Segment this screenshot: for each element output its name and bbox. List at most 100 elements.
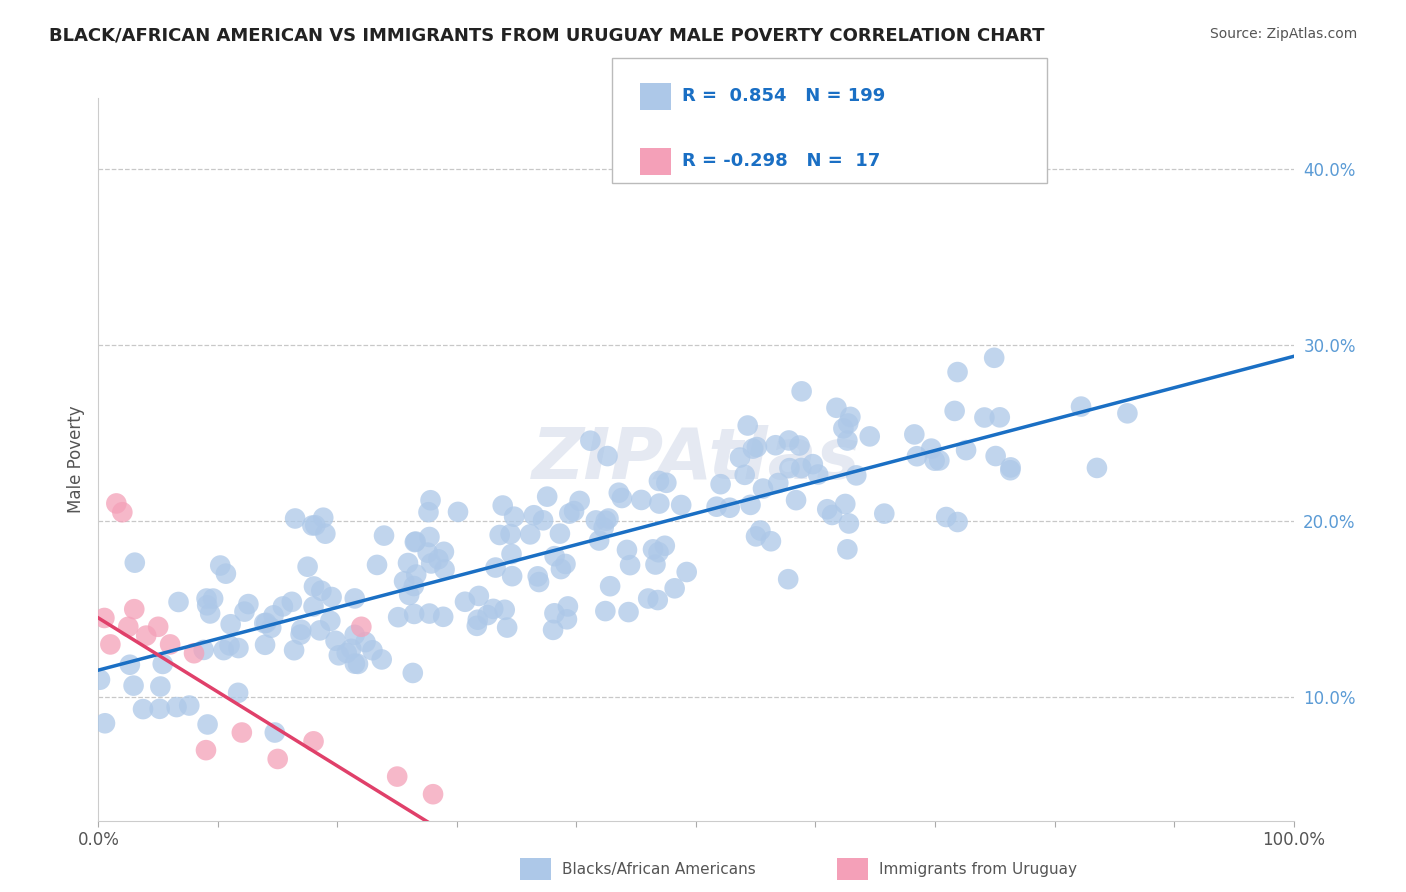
Point	[555, 612, 578, 626]
Point	[392, 574, 415, 589]
Point	[610, 491, 633, 505]
Point	[263, 608, 285, 623]
Point	[983, 351, 1005, 365]
Point	[647, 545, 669, 559]
Point	[648, 497, 671, 511]
Point	[202, 591, 225, 606]
Point	[492, 499, 515, 513]
Text: R =  0.854   N = 199: R = 0.854 N = 199	[682, 87, 886, 105]
Point	[943, 404, 966, 418]
Point	[568, 494, 591, 508]
Point	[325, 633, 347, 648]
Point	[585, 513, 607, 527]
Point	[132, 702, 155, 716]
Point	[416, 546, 439, 560]
Point	[321, 590, 343, 604]
Point	[946, 365, 969, 379]
Point	[928, 453, 950, 467]
Point	[526, 569, 548, 583]
Point	[801, 457, 824, 471]
Point	[734, 467, 756, 482]
Point	[263, 725, 285, 739]
Point	[281, 595, 304, 609]
Point	[405, 567, 427, 582]
Point	[789, 438, 811, 452]
Point	[973, 410, 995, 425]
Point	[477, 608, 499, 623]
Point	[233, 605, 256, 619]
Point	[419, 493, 441, 508]
Point	[467, 613, 489, 627]
Point	[420, 557, 443, 571]
Point	[554, 557, 576, 571]
Point	[536, 490, 558, 504]
Point	[599, 579, 621, 593]
Point	[988, 410, 1011, 425]
Point	[271, 599, 294, 614]
Point	[641, 542, 664, 557]
Point	[550, 562, 572, 576]
Text: Immigrants from Uruguay: Immigrants from Uruguay	[879, 863, 1077, 877]
Point	[179, 698, 201, 713]
Point	[838, 516, 860, 531]
Point	[209, 558, 232, 573]
Point	[955, 443, 977, 458]
Point	[630, 492, 652, 507]
Point	[105, 496, 128, 510]
Point	[343, 657, 366, 671]
Point	[117, 620, 139, 634]
Point	[343, 628, 366, 642]
Point	[558, 507, 581, 521]
Point	[301, 518, 323, 533]
Point	[562, 504, 585, 518]
Point	[93, 611, 115, 625]
Point	[745, 529, 768, 543]
Point	[579, 434, 602, 448]
Point	[647, 593, 669, 607]
Point	[465, 619, 488, 633]
Point	[595, 514, 617, 528]
Y-axis label: Male Poverty: Male Poverty	[66, 406, 84, 513]
Point	[710, 477, 733, 491]
Point	[778, 572, 800, 586]
Point	[543, 607, 565, 621]
Point	[543, 549, 565, 563]
Point	[548, 526, 571, 541]
Point	[592, 520, 614, 534]
Text: BLACK/AFRICAN AMERICAN VS IMMIGRANTS FROM URUGUAY MALE POVERTY CORRELATION CHART: BLACK/AFRICAN AMERICAN VS IMMIGRANTS FRO…	[49, 27, 1045, 45]
Point	[253, 616, 276, 631]
Point	[319, 614, 342, 628]
Point	[501, 547, 523, 561]
Point	[302, 579, 325, 593]
Point	[815, 502, 838, 516]
Point	[905, 449, 928, 463]
Point	[343, 591, 366, 606]
Point	[523, 508, 546, 523]
Point	[588, 533, 610, 548]
Point	[215, 566, 238, 581]
Point	[347, 657, 370, 671]
Point	[267, 752, 290, 766]
Point	[238, 597, 260, 611]
Point	[759, 534, 782, 549]
Point	[873, 507, 896, 521]
Point	[312, 510, 335, 524]
Point	[302, 599, 325, 614]
Point	[1116, 406, 1139, 420]
Point	[531, 513, 554, 527]
Point	[607, 485, 630, 500]
Point	[644, 558, 666, 572]
Point	[785, 493, 807, 508]
Point	[749, 524, 772, 538]
Point	[149, 680, 172, 694]
Point	[496, 621, 519, 635]
Point	[920, 442, 942, 456]
Point	[396, 556, 419, 570]
Point	[984, 449, 1007, 463]
Point	[837, 434, 859, 448]
Point	[152, 657, 174, 671]
Point	[309, 624, 332, 638]
Point	[370, 652, 392, 666]
Point	[935, 510, 957, 524]
Point	[499, 527, 522, 541]
